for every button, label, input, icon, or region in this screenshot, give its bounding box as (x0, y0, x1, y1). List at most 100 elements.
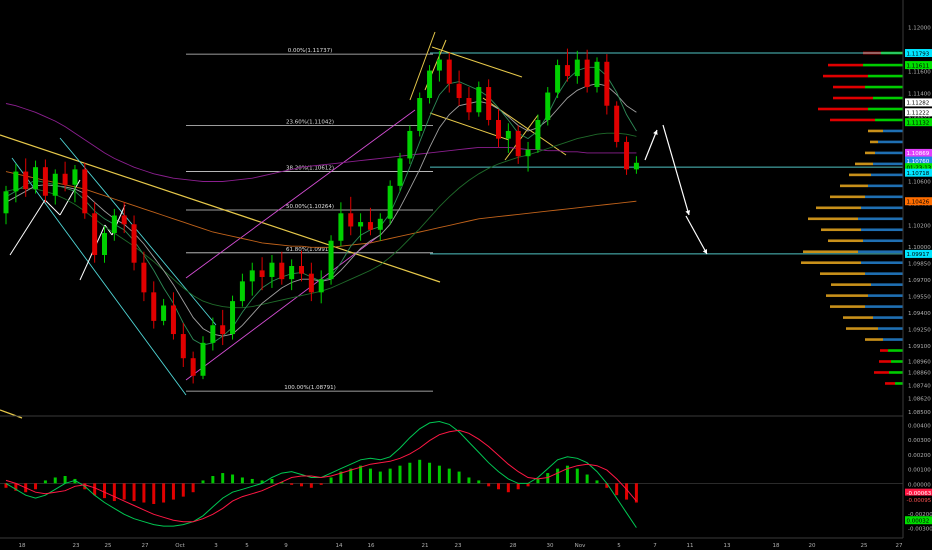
candle-body[interactable] (23, 171, 29, 190)
candle-body[interactable] (200, 342, 206, 376)
price-badge (905, 495, 932, 504)
candle-body[interactable] (328, 240, 334, 280)
candle-body[interactable] (151, 292, 157, 321)
candle-body[interactable] (33, 167, 39, 190)
candle-body[interactable] (111, 215, 117, 234)
candle-body[interactable] (574, 59, 580, 77)
candle-body[interactable] (3, 191, 9, 214)
candle-body[interactable] (62, 173, 68, 185)
candle-body[interactable] (535, 119, 541, 150)
fib-level-label: 50.00%(1.10264) (286, 204, 334, 210)
histogram-bar (162, 483, 166, 503)
candle-body[interactable] (42, 167, 48, 196)
oscillator-pane[interactable] (0, 420, 903, 528)
price-badge-label: 1.09917 (907, 252, 930, 258)
volume-profile-bar-buy (868, 184, 903, 188)
candle-body[interactable] (13, 171, 19, 192)
candle-body[interactable] (141, 262, 147, 293)
price-badge (905, 98, 932, 107)
candle-body[interactable] (564, 65, 570, 77)
candle-body[interactable] (289, 265, 295, 280)
candle-body[interactable] (308, 273, 314, 293)
volume-profile-bar-sell (874, 371, 889, 374)
price-badge (905, 249, 932, 258)
volume-profile-bar-sell (828, 239, 863, 243)
volume-profile-bar-buy (868, 294, 903, 297)
candle-body[interactable] (604, 61, 610, 106)
candle-body[interactable] (624, 141, 630, 170)
x-tick-label: 16 (368, 543, 375, 549)
histogram-bar (211, 476, 215, 484)
trendline (0, 134, 441, 283)
candle-body[interactable] (131, 224, 137, 263)
candle-body[interactable] (387, 185, 393, 219)
x-tick-label: 13 (724, 543, 731, 549)
candle-body[interactable] (377, 218, 383, 230)
candle-body[interactable] (230, 301, 236, 335)
candle-body[interactable] (466, 98, 472, 113)
candle-body[interactable] (190, 358, 196, 376)
candle-body[interactable] (249, 270, 255, 282)
candle-body[interactable] (407, 130, 413, 159)
candle-body[interactable] (397, 158, 403, 186)
candle-body[interactable] (633, 162, 639, 170)
candle-body[interactable] (299, 265, 304, 274)
candle-body[interactable] (348, 213, 354, 227)
candle-body[interactable] (161, 305, 167, 321)
volume-profile-bar-buy (858, 217, 903, 221)
candle-body[interactable] (417, 98, 423, 131)
trendline (0, 409, 23, 419)
zigzag-line (104, 224, 113, 236)
candle-body[interactable] (72, 169, 78, 185)
histogram-bar (122, 483, 126, 500)
candle-body[interactable] (367, 222, 373, 230)
candle-body[interactable] (92, 213, 98, 256)
candle-body[interactable] (170, 305, 176, 335)
candle-body[interactable] (239, 281, 245, 302)
candle-body[interactable] (614, 105, 620, 142)
candle-body[interactable] (427, 70, 433, 99)
price-badge-label: 1.10426 (907, 200, 930, 206)
candle-body[interactable] (525, 149, 531, 157)
candle-body[interactable] (436, 59, 442, 71)
candle-body[interactable] (456, 83, 462, 99)
candle-body[interactable] (515, 130, 521, 157)
histogram-bar (506, 483, 510, 493)
candle-body[interactable] (82, 169, 88, 214)
histogram-bar (595, 480, 599, 484)
candle-body[interactable] (52, 173, 58, 196)
channel-line (482, 97, 567, 156)
volume-profile-bar-sell (885, 382, 895, 385)
candle-body[interactable] (210, 325, 216, 343)
fib-level-label: 61.80%(1.09916) (286, 247, 334, 253)
candle-body[interactable] (121, 215, 127, 225)
price-pane[interactable]: 0.00%(1.11737) 23.60%(1.11042) 38.20%(1.10… (0, 31, 903, 419)
candle-body[interactable] (496, 119, 501, 139)
histogram-bar (408, 462, 412, 484)
candle-body[interactable] (318, 279, 324, 293)
channel-line (185, 109, 416, 279)
price-badge-label: 1.10760 (907, 159, 930, 165)
candle-body[interactable] (555, 65, 561, 93)
candle-body[interactable] (584, 59, 590, 88)
volume-profile-bar-sell (820, 272, 865, 275)
candle-body[interactable] (259, 270, 265, 277)
candle-body[interactable] (358, 222, 364, 227)
candle-body[interactable] (180, 334, 186, 359)
candle-body[interactable] (220, 325, 226, 335)
candle-body[interactable] (545, 92, 551, 120)
histogram-bar (152, 483, 156, 504)
volume-profile-bar-sell (849, 173, 871, 177)
candle-body[interactable] (446, 59, 452, 84)
volume-profile-bar-buy (883, 338, 903, 341)
candle-body[interactable] (338, 213, 344, 241)
candle-body[interactable] (505, 130, 511, 139)
candle-body[interactable] (476, 87, 482, 113)
candle-body[interactable] (102, 233, 107, 256)
candle-body[interactable] (279, 262, 285, 280)
x-tick-label: 5 (617, 543, 621, 549)
candle-body[interactable] (594, 61, 600, 88)
candle-body[interactable] (486, 87, 492, 120)
candle-body[interactable] (269, 262, 275, 277)
